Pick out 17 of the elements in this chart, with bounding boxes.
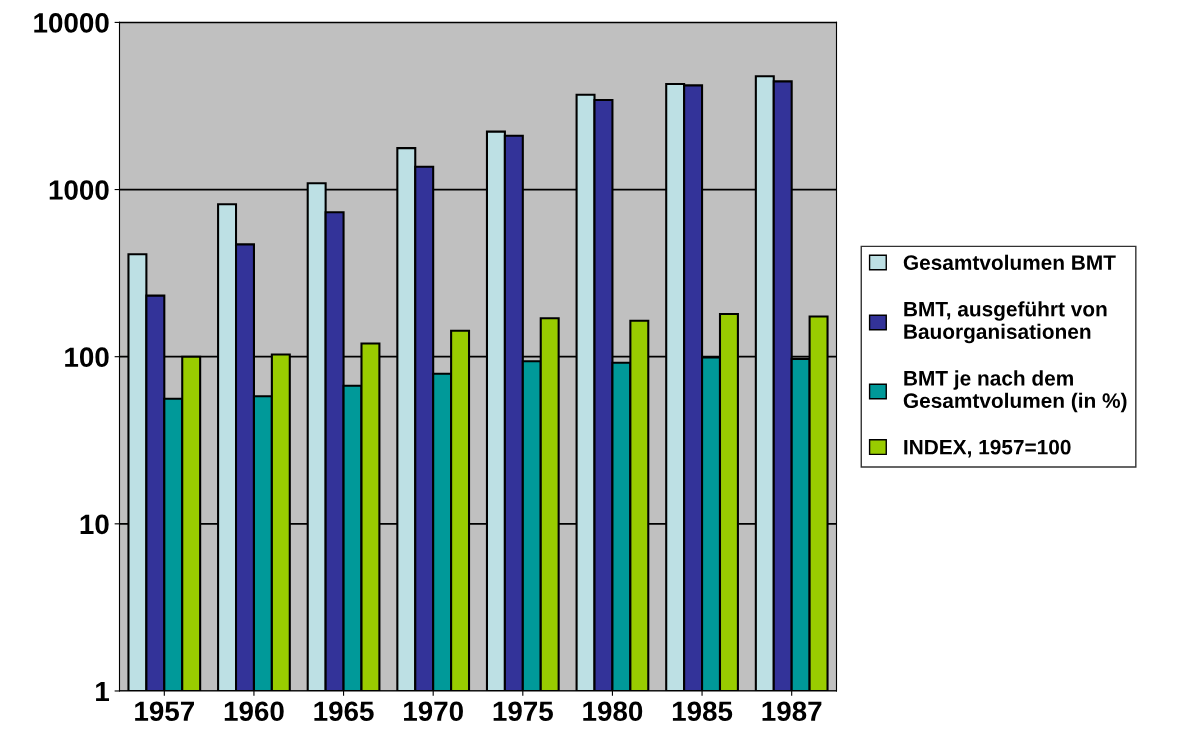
x-tick-label: 1957: [135, 701, 194, 722]
legend-label: BMT je nach dem Gesamtvolumen (in %): [903, 370, 1127, 413]
y-tick-label: 1000: [49, 180, 109, 200]
x-tick-label: 1970: [404, 701, 463, 722]
x-tick-label: 1960: [224, 701, 284, 722]
x-tick-label: 1965: [314, 701, 374, 722]
x-tick-label: 1987: [762, 701, 822, 722]
legend-label: BMT, ausgeführt von Bauorganisationen: [904, 301, 1107, 344]
x-tick-label: 1985: [672, 701, 733, 722]
y-tick-label: 10000: [34, 13, 109, 33]
legend-label: Gesamtvolumen BMT: [903, 254, 1116, 270]
legend-label: INDEX, 1957=100: [904, 439, 1071, 458]
y-tick-label: 100: [65, 347, 109, 368]
y-tick-label: 1: [96, 681, 110, 702]
x-tick-label: 1975: [493, 701, 553, 722]
y-tick-label: 10: [80, 514, 109, 535]
x-tick-label: 1980: [583, 701, 643, 722]
